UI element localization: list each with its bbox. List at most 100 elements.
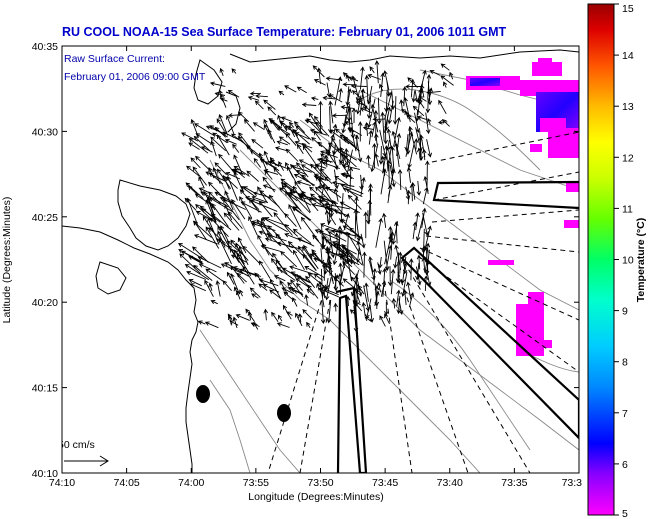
y-tick-label: 40:25 (32, 212, 58, 224)
current-vector (310, 96, 319, 101)
current-vector (238, 132, 253, 151)
current-vector (326, 204, 332, 225)
colorbar-tick-label: 15 (622, 3, 634, 15)
current-vector (345, 295, 351, 307)
current-vector (393, 221, 399, 244)
current-vector (331, 229, 359, 237)
colorbar-label: Temperature (°C) (635, 218, 647, 303)
current-vector (405, 131, 414, 157)
current-vector (200, 191, 227, 206)
x-tick-label: 73:40 (437, 477, 463, 489)
current-vector (313, 173, 325, 180)
current-vector (209, 81, 226, 87)
current-vector (410, 181, 416, 200)
current-vector (271, 311, 279, 323)
current-vector (186, 165, 200, 177)
current-vector (417, 98, 425, 109)
station-marker (196, 385, 210, 403)
current-vector (254, 100, 264, 110)
current-vector (380, 72, 385, 97)
sst-pixels (466, 58, 579, 356)
current-vector (348, 76, 359, 82)
current-vector (383, 70, 390, 90)
current-vector (329, 234, 336, 259)
current-vector (214, 91, 226, 97)
current-vector (379, 315, 386, 327)
current-vector (178, 243, 204, 260)
current-vector (380, 168, 387, 195)
current-vector (406, 114, 416, 124)
current-vector (426, 139, 433, 158)
current-vector (347, 194, 362, 210)
current-vector (284, 85, 297, 93)
current-vector (326, 144, 331, 157)
current-vector (301, 246, 319, 270)
current-vector (264, 161, 278, 169)
colorbar-tick-label: 13 (622, 101, 634, 113)
current-vector (251, 293, 259, 299)
current-vector (386, 80, 391, 97)
current-vector (311, 202, 337, 211)
current-vector (349, 309, 356, 315)
current-vector (227, 89, 240, 98)
current-vector (251, 195, 269, 204)
current-vector (264, 237, 294, 249)
current-vector (247, 95, 260, 101)
current-vector (349, 127, 357, 152)
current-vector (366, 85, 373, 105)
current-vector (280, 250, 298, 268)
colorbar-tick-label: 12 (622, 152, 634, 164)
current-vector (438, 99, 447, 115)
current-vector (225, 172, 241, 180)
current-vector (355, 135, 363, 163)
current-vector (288, 121, 295, 128)
current-vector (344, 120, 354, 126)
current-vector (290, 271, 311, 283)
current-vector (380, 111, 385, 141)
current-vector (223, 212, 240, 231)
y-tick-label: 40:10 (32, 468, 58, 480)
current-vector (300, 192, 311, 213)
current-vector (278, 120, 290, 129)
current-vector (404, 134, 409, 152)
current-vector (198, 263, 217, 273)
current-vector (384, 234, 393, 265)
current-vector (258, 230, 287, 242)
current-vector (296, 180, 311, 187)
current-vector (252, 122, 265, 131)
current-vector (305, 275, 316, 288)
current-vector (353, 305, 359, 333)
x-tick-label: 73:45 (372, 477, 398, 489)
current-vector (208, 181, 227, 202)
current-vector (324, 227, 351, 235)
current-vector (340, 104, 354, 110)
current-vector (397, 251, 403, 274)
current-vector (226, 271, 235, 285)
current-vector (386, 128, 392, 148)
current-vector (263, 169, 279, 175)
current-vector (195, 203, 212, 220)
current-vector (233, 171, 244, 193)
colorbar-tick-label: 8 (622, 357, 628, 369)
current-vector (319, 159, 324, 187)
y-axis: 40:35 40:30 40:25 40:20 40:15 40:10 (32, 41, 579, 480)
current-vector (300, 216, 319, 242)
current-vector (219, 97, 228, 102)
current-vector (353, 287, 361, 304)
current-vector (193, 135, 210, 151)
current-vector (320, 222, 348, 235)
current-vector (369, 66, 375, 74)
current-vector (407, 77, 418, 88)
current-vector (262, 184, 276, 191)
y-tick-label: 40:15 (32, 383, 58, 395)
current-vector (324, 209, 330, 226)
current-vector (421, 256, 427, 270)
current-vector (414, 112, 421, 134)
current-vector (268, 118, 282, 129)
colorbar-ticks: 15 14 13 12 11 10 9 8 7 6 5 (614, 3, 634, 519)
current-vector (396, 295, 402, 315)
current-vector (409, 258, 414, 281)
current-vector (387, 100, 394, 125)
current-vector (360, 176, 366, 197)
current-vector (281, 287, 294, 295)
